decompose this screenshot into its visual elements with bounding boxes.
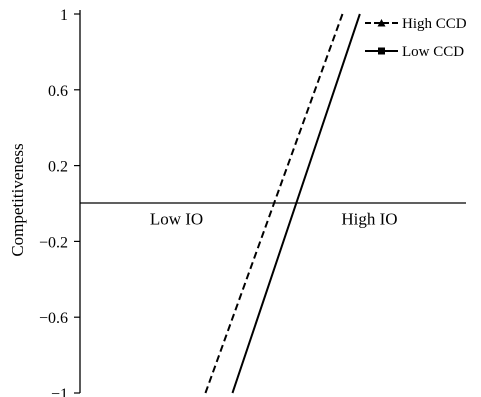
x-category-label: High IO bbox=[341, 210, 397, 229]
y-tick-label: −0.6 bbox=[39, 310, 68, 327]
y-tick-label: −1 bbox=[51, 386, 68, 397]
series-lines bbox=[204, 13, 361, 394]
y-tick-label: 0.6 bbox=[48, 83, 68, 100]
y-tick-label: 0.2 bbox=[48, 159, 68, 176]
y-ticks: 1 0.6 0.2 −0.2 −0.6 −1 bbox=[39, 7, 80, 397]
y-tick-label: −0.2 bbox=[39, 234, 68, 251]
legend: High CCD Low CCD bbox=[365, 16, 467, 60]
legend-label-high-ccd: High CCD bbox=[402, 16, 467, 32]
legend-marker-triangle bbox=[377, 19, 386, 27]
legend-label-low-ccd: Low CCD bbox=[402, 44, 464, 60]
series-line-high-ccd bbox=[204, 13, 344, 394]
y-tick-label: 1 bbox=[60, 7, 68, 24]
x-category-labels: Low IO High IO bbox=[150, 210, 398, 229]
legend-marker-square bbox=[378, 47, 385, 55]
x-category-label: Low IO bbox=[150, 210, 203, 229]
series-line-low-ccd bbox=[231, 13, 361, 394]
axes bbox=[79, 10, 466, 393]
y-axis-label: Competitiveness bbox=[8, 143, 27, 256]
